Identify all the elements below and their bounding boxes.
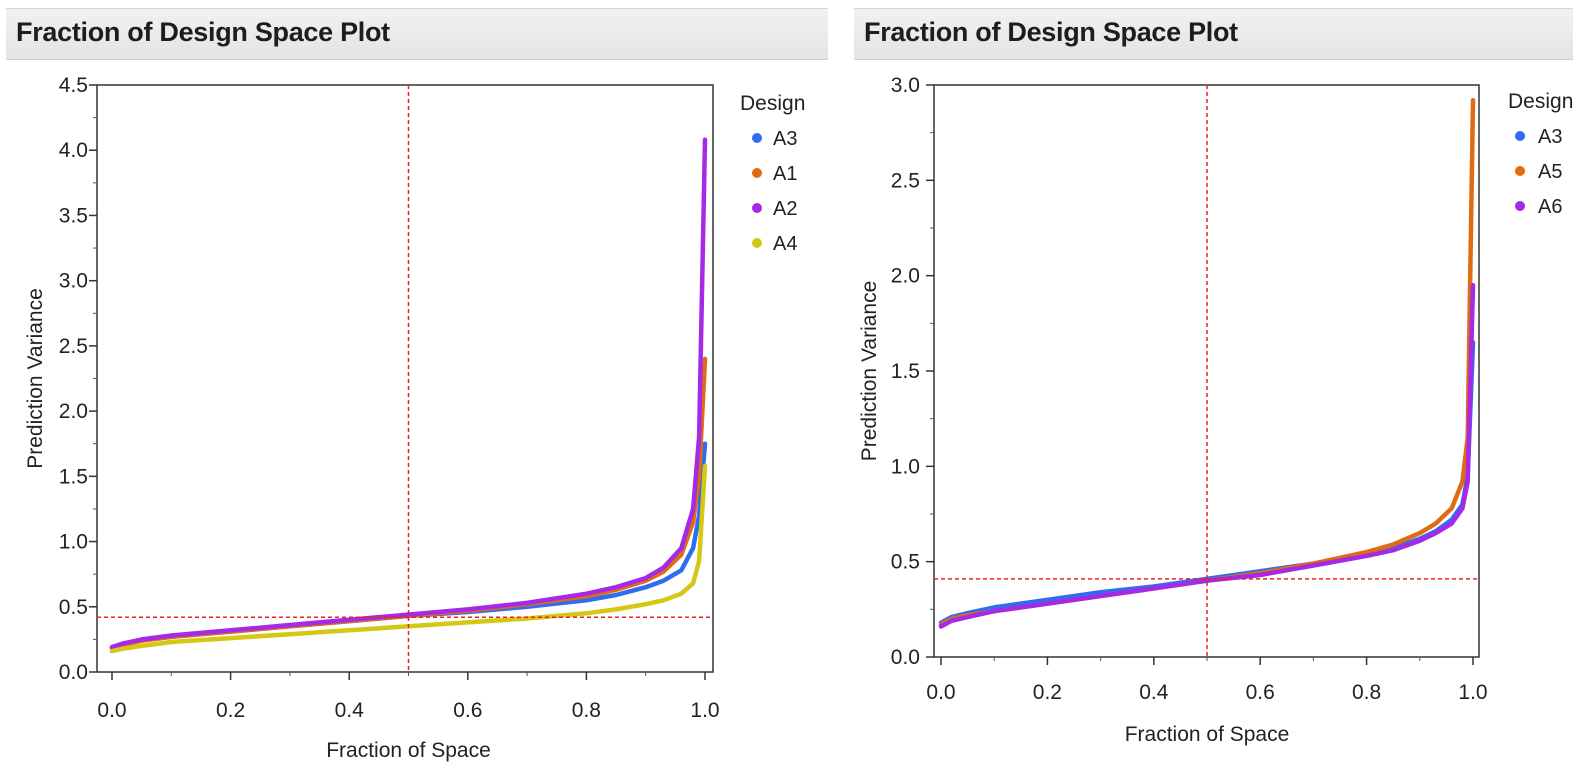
chart-panel-left: Fraction of Design Space Plot 0.0 0.5 1.0 1… [6,8,828,762]
plot-frame [96,84,714,673]
legend-label-A3[interactable]: A3 [1538,126,1562,148]
y-tick-label: 2.5 [891,169,920,192]
x-tick-label: 0.2 [1033,681,1062,704]
series-line-A6 [938,282,1476,629]
y-tick-label: 3.5 [59,204,88,227]
legend-label-A5[interactable]: A5 [1538,161,1562,183]
legend-marker-A1[interactable] [752,168,762,178]
y-tick-label: 0.5 [59,596,88,619]
x-tick-label: 1.0 [690,699,719,722]
series-line-A2 [109,137,708,650]
y-axis-title: Prediction Variance [858,281,881,462]
y-tick-label: 3.0 [59,270,88,293]
chart-panel-right: Fraction of Design Space Plot 0.0 0.5 1.0 1… [848,0,1573,764]
legend-title: Design [740,92,805,115]
y-axis-title: Prediction Variance [24,288,47,469]
y-tick-label: 1.5 [891,360,920,383]
x-tick-label: 0.2 [216,699,245,722]
y-tick-label: 0.5 [891,551,920,574]
legend-marker-A4[interactable] [752,238,762,248]
legend-marker-A5[interactable] [1515,166,1525,176]
y-tick-label: 4.0 [59,139,88,162]
y-tick-label: 1.5 [59,465,88,488]
x-tick-label: 0.0 [926,681,955,704]
panel-title-bar[interactable]: Fraction of Design Space Plot [854,8,1573,60]
y-tick-label: 0.0 [59,661,88,684]
series-line-A4 [109,463,708,654]
legend-title: Design [1508,90,1573,113]
y-tick-label: 1.0 [59,531,88,554]
legend-label-A4[interactable]: A4 [773,233,797,255]
legend-label-A6[interactable]: A6 [1538,196,1562,218]
legend-marker-A3[interactable] [752,133,762,143]
panel-title-bar[interactable]: Fraction of Design Space Plot [6,8,828,60]
x-tick-label: 0.8 [1352,681,1381,704]
x-axis-title: Fraction of Space [1125,723,1290,746]
y-tick-label: 1.0 [891,455,920,478]
x-tick-label: 0.6 [1246,681,1275,704]
panel-title: Fraction of Design Space Plot [16,17,390,47]
x-axis-title: Fraction of Space [326,739,491,762]
y-tick-label: 0.0 [891,646,920,669]
y-tick-label: 4.5 [59,74,88,97]
fraction-of-design-space-plot-left: 0.0 0.5 1.0 1.5 2.0 2.5 3.0 3.5 4.0 4.5 0.0 0.2 0.4 0… [24,74,805,762]
x-tick-label: 0.4 [335,699,365,722]
x-tick-label: 0.0 [97,699,126,722]
panel-title: Fraction of Design Space Plot [864,17,1238,47]
legend-label-A2[interactable]: A2 [773,198,797,220]
legend-marker-A3[interactable] [1515,131,1525,141]
x-tick-label: 0.8 [572,699,601,722]
legend-marker-A6[interactable] [1515,201,1525,211]
y-tick-label: 2.0 [891,265,920,288]
x-tick-label: 1.0 [1458,681,1487,704]
y-tick-label: 2.5 [59,335,88,358]
x-tick-label: 0.6 [453,699,482,722]
legend-marker-A2[interactable] [752,203,762,213]
y-tick-label: 3.0 [891,74,920,97]
legend-label-A1[interactable]: A1 [773,163,797,185]
x-tick-label: 0.4 [1139,681,1169,704]
y-tick-label: 2.0 [59,400,88,423]
fraction-of-design-space-plot-right: 0.0 0.5 1.0 1.5 2.0 2.5 3.0 0.0 0.2 0.4 0.6 0.8 1.0 F… [858,74,1573,746]
legend-label-A3[interactable]: A3 [773,128,797,150]
